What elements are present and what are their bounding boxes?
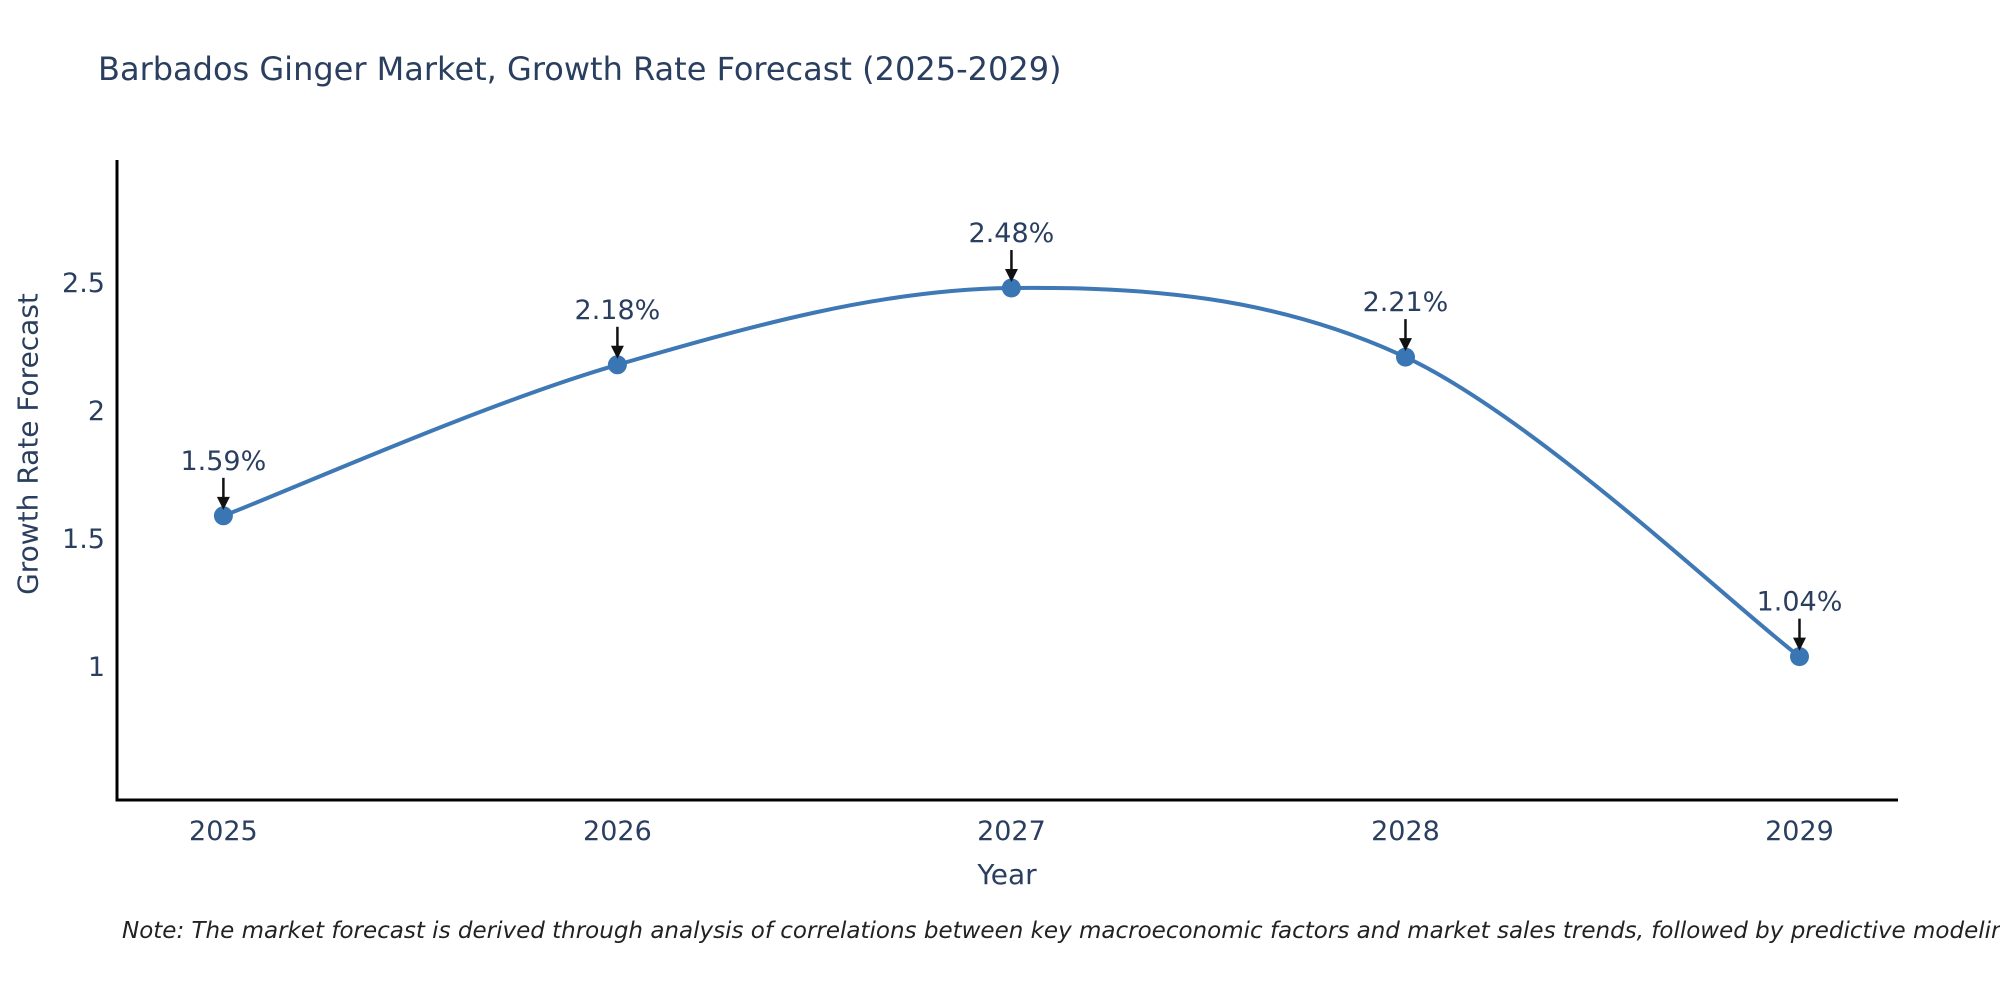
annotation-arrowhead — [1398, 338, 1412, 352]
annotation-arrowhead — [216, 496, 230, 510]
x-tick-label: 2026 — [583, 816, 652, 847]
x-tick-label: 2027 — [977, 816, 1046, 847]
data-point-2025[interactable] — [213, 506, 233, 526]
y-tick-label: 1.5 — [62, 524, 105, 555]
data-point-2029[interactable] — [1790, 647, 1809, 667]
x-tick-label: 2028 — [1371, 816, 1440, 847]
series-line — [222, 285, 1801, 659]
data-point-2028[interactable] — [1396, 347, 1415, 367]
x-axis-title: Year — [977, 858, 1037, 891]
point-label: 2.48% — [969, 218, 1055, 249]
chart-footnote: Note: The market forecast is derived thr… — [122, 918, 2000, 944]
x-tick-label: 2029 — [1765, 816, 1834, 847]
chart-title: Barbados Ginger Market, Growth Rate Fore… — [98, 50, 1062, 88]
y-tick-label: 2 — [88, 396, 105, 427]
point-label: 2.21% — [1363, 287, 1449, 318]
point-label: 1.59% — [180, 446, 266, 477]
point-label: 1.04% — [1757, 587, 1843, 618]
annotation-arrowhead — [1792, 637, 1806, 651]
y-axis-title: Growth Rate Forecast — [11, 293, 45, 595]
axis-spines — [115, 160, 1898, 802]
data-point-2026[interactable] — [607, 355, 627, 375]
data-point-2027[interactable] — [1001, 278, 1021, 298]
point-label: 2.18% — [575, 295, 661, 326]
y-tick-label: 1 — [88, 652, 105, 683]
annotation-arrowhead — [1004, 269, 1018, 282]
y-tick-label: 2.5 — [62, 268, 105, 299]
x-tick-label: 2025 — [189, 816, 258, 847]
annotation-arrowhead — [610, 345, 624, 359]
